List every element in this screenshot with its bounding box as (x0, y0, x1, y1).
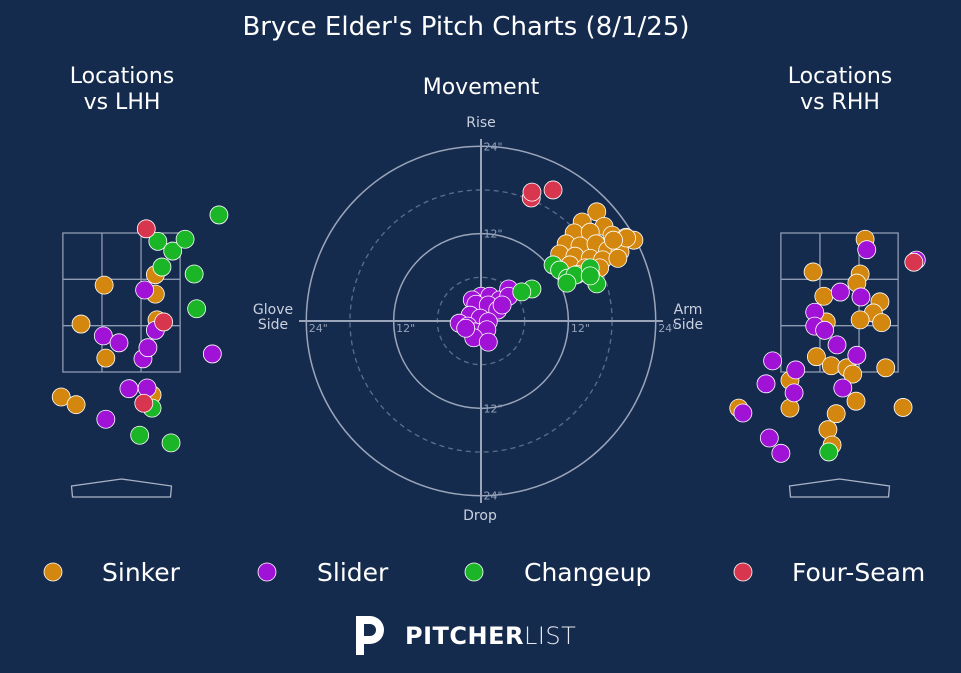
axis-label: Drop (463, 508, 497, 524)
pitch-point (557, 273, 577, 293)
legend-marker (733, 562, 753, 582)
legend-label: Changeup (524, 558, 651, 587)
pitch-point (456, 318, 476, 338)
pitch-point (209, 205, 229, 225)
pitch-point (512, 282, 532, 302)
x-tick-label: 24" (309, 322, 328, 335)
pitch-point (138, 338, 158, 358)
pitch-point (857, 240, 877, 260)
pitch-point (119, 379, 139, 399)
pitch-point (893, 398, 913, 417)
pitch-point (759, 428, 779, 448)
pitch-point (543, 180, 563, 200)
pitch-point (96, 409, 116, 429)
y-tick-label: 12" (483, 402, 502, 415)
pitch-point (843, 364, 863, 384)
pitch-point (580, 266, 600, 286)
pitch-point (135, 280, 155, 300)
pitch-point (763, 351, 783, 371)
axis-label: Arm Side (672, 302, 704, 333)
pitch-point (803, 262, 823, 282)
pitch-point (833, 378, 853, 398)
panel-title: Locations vs RHH (787, 64, 893, 116)
pitch-point (202, 344, 222, 364)
pitch-point (163, 241, 183, 261)
pitch-point (850, 310, 870, 330)
strike-zone (62, 232, 181, 373)
legend-label: Slider (317, 558, 389, 587)
pitch-point (771, 443, 791, 463)
pitch-point (96, 348, 116, 368)
pitch-point (814, 286, 834, 306)
pitch-point (827, 335, 847, 355)
pitch-point (71, 314, 91, 334)
pitch-point (492, 295, 512, 315)
axis-label: Glove Side (252, 302, 294, 333)
pitch-point (826, 404, 846, 424)
pitch-point (478, 332, 498, 352)
pitch-point (51, 387, 71, 407)
y-tick-label: 24" (483, 490, 502, 503)
pitch-point (161, 433, 181, 453)
pitch-point (130, 425, 150, 445)
legend-marker (257, 562, 277, 582)
pitch-point (608, 248, 628, 268)
logo-text: LIST (523, 622, 577, 650)
pitch-point (184, 264, 204, 284)
chart-title: Bryce Elder's Pitch Charts (8/1/25) (242, 12, 690, 42)
pitch-point (93, 326, 113, 346)
pitch-point (756, 374, 776, 394)
legend-marker (43, 562, 63, 582)
pitch-point (109, 333, 129, 353)
pitch-point (94, 275, 114, 295)
pitch-point (522, 182, 542, 202)
pitch-point (806, 347, 826, 367)
pitch-point (154, 312, 174, 332)
legend-label: Four-Seam (792, 558, 925, 587)
pitch-point (152, 257, 172, 277)
pitch-point (821, 356, 841, 376)
axis-label: Rise (466, 115, 496, 131)
pitch-point (815, 320, 835, 340)
x-tick-label: 24" (658, 322, 677, 335)
pitch-point (846, 391, 866, 411)
pitch-point (904, 252, 924, 272)
pitch-point (137, 378, 157, 398)
pitch-point (136, 219, 156, 239)
logo-icon (356, 616, 384, 655)
pitch-point (134, 393, 154, 413)
y-tick-label: 12" (483, 228, 502, 241)
legend-label: Sinker (102, 558, 181, 587)
panel-title: Movement (422, 75, 540, 100)
x-tick-label: 12" (571, 322, 590, 335)
panel-title: Locations vs LHH (69, 64, 175, 116)
pitch-point (175, 229, 195, 249)
logo-text: PITCHER (405, 622, 524, 650)
pitch-point (66, 395, 86, 415)
home-plate (70, 478, 173, 498)
y-tick-label: 24" (483, 140, 502, 153)
pitch-point (876, 358, 896, 378)
legend-marker (464, 562, 484, 582)
x-tick-label: 12" (396, 322, 415, 335)
pitch-point (786, 360, 806, 380)
pitch-point (872, 313, 892, 333)
home-plate (788, 478, 891, 498)
logo: PITCHERLIST (405, 622, 576, 650)
pitch-point (148, 231, 168, 251)
pitch-point (733, 403, 753, 423)
pitch-point (847, 345, 867, 365)
pitch-point (830, 282, 850, 302)
pitch-point (604, 230, 623, 250)
pitch-point (851, 287, 871, 307)
pitch-point (187, 299, 207, 319)
pitch-point (784, 383, 804, 403)
pitch-point (819, 442, 839, 462)
